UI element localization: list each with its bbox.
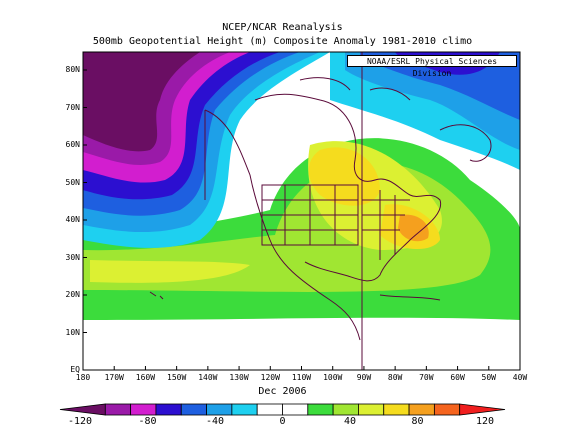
colorbar-segment (332, 403, 359, 416)
map-title: NCEP/NCAR Reanalysis (222, 22, 343, 33)
colorbar-segment (155, 403, 182, 416)
date-label: Dec 2006 (258, 386, 307, 397)
y-tick-label: 40N (65, 215, 80, 224)
x-tick-label: 50W (481, 373, 496, 382)
x-tick-label: 130W (229, 373, 249, 382)
x-tick-label: 70W (419, 373, 434, 382)
x-tick-label: 160W (135, 373, 156, 382)
colorbar-label: -40 (205, 416, 225, 427)
x-tick-label: 180 (75, 373, 91, 382)
x-tick-label: 170W (104, 373, 124, 382)
colorbar-label: -80 (138, 416, 157, 427)
y-tick-label: 60N (65, 140, 80, 149)
x-tick-label: 150W (167, 373, 187, 382)
colorbar-segment (256, 403, 283, 416)
y-tick-label: 30N (65, 252, 80, 262)
anomaly-fill (83, 52, 520, 370)
map-subtitle: 500mb Geopotential Height (m) Composite … (92, 36, 473, 47)
colorbar-segment (383, 403, 410, 416)
colorbar-segment (231, 403, 258, 416)
colorbar-segment (307, 403, 334, 416)
colorbar-label: 0 (279, 416, 286, 427)
colorbar-segment (59, 403, 106, 416)
colorbar-segment (180, 403, 207, 416)
x-tick-label: 90W (356, 373, 372, 382)
colorbar-label: 120 (475, 416, 495, 427)
colorbar-segment (433, 403, 461, 416)
x-tick-label: 100W (323, 373, 343, 382)
colorbar-label: 40 (343, 416, 357, 427)
colorbar-segment (358, 403, 385, 416)
credit-label: NOAA/ESRL Physical Sciences Division (347, 55, 517, 78)
colorbar-label: 80 (411, 416, 424, 427)
x-tick-label: 60W (450, 373, 465, 382)
colorbar-segment (206, 403, 233, 416)
colorbar-segment (459, 403, 506, 416)
x-tick-label: 120W (260, 373, 280, 382)
x-tick-label: 140W (198, 373, 218, 382)
y-tick-label: EQ (70, 365, 80, 374)
colorbar-segment (130, 403, 157, 416)
colorbar-segment (104, 403, 132, 416)
y-tick-label: 20N (65, 290, 80, 299)
y-tick-label: 50N (65, 177, 80, 187)
x-tick-label: 80W (387, 373, 403, 382)
y-tick-label: 80N (65, 65, 80, 74)
y-tick-label: 10N (65, 327, 80, 337)
colorbar-label: -120 (67, 416, 93, 427)
colorbar-segment (408, 403, 435, 416)
x-tick-label: 40W (512, 373, 528, 382)
y-tick-label: 70N (65, 102, 80, 112)
x-tick-label: 110W (291, 373, 312, 382)
colorbar-segment (282, 403, 309, 416)
